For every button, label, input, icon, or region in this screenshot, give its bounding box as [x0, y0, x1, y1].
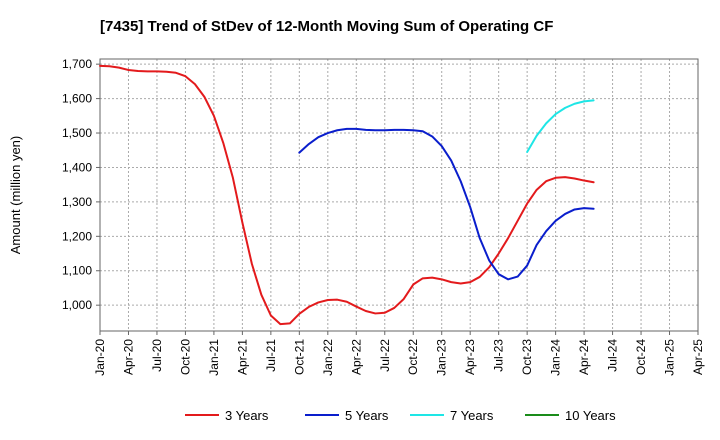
x-tick-label: Jul-23 [492, 339, 506, 372]
y-tick-label: 1,700 [62, 57, 92, 71]
x-tick-label: Apr-20 [121, 339, 135, 375]
x-tick-label: Jan-22 [321, 339, 335, 376]
x-tick-label: Jan-20 [93, 339, 107, 376]
x-tick-label: Jan-23 [435, 339, 449, 376]
x-tick-label: Jan-21 [207, 339, 221, 376]
x-tick-label: Oct-24 [634, 339, 648, 375]
x-tick-label: Apr-23 [463, 339, 477, 375]
grid [100, 59, 698, 331]
series-line-7-years [526, 99, 595, 153]
y-axis: 1,000 1,100 1,200 1,300 1,400 1,500 1,600 1,700 [62, 57, 100, 312]
y-tick-label: 1,500 [62, 126, 92, 140]
x-tick-label: Jan-24 [549, 339, 563, 376]
y-tick-label: 1,100 [62, 264, 92, 278]
x-tick-label: Oct-20 [178, 339, 192, 375]
y-tick-label: 1,400 [62, 160, 92, 174]
x-tick-label: Jul-24 [606, 339, 620, 372]
x-tick-label: Apr-25 [691, 339, 705, 375]
x-axis: Jan-20 Apr-20 Jul-20 Oct-20 Jan-21 Apr-21 Jul-… [93, 331, 705, 376]
x-tick-label: Apr-24 [577, 339, 591, 375]
x-tick-label: Jul-22 [378, 339, 392, 372]
y-tick-label: 1,200 [62, 229, 92, 243]
legend: 3 Years 5 Years 7 Years 10 Years [185, 408, 616, 423]
x-tick-label: Jul-20 [150, 339, 164, 372]
legend-label: 3 Years [225, 408, 269, 423]
x-tick-label: Jan-25 [663, 339, 677, 376]
legend-label: 10 Years [565, 408, 616, 423]
y-tick-label: 1,600 [62, 92, 92, 106]
series-line-3-years [99, 64, 595, 326]
y-axis-label: Amount (million yen) [8, 136, 23, 255]
x-tick-label: Oct-23 [520, 339, 534, 375]
x-tick-label: Oct-22 [406, 339, 420, 375]
series-line-5-years [298, 127, 595, 281]
y-tick-label: 1,000 [62, 298, 92, 312]
legend-label: 7 Years [450, 408, 494, 423]
legend-label: 5 Years [345, 408, 389, 423]
plot-area [99, 58, 699, 332]
x-tick-label: Oct-21 [292, 339, 306, 375]
x-tick-label: Apr-22 [349, 339, 363, 375]
y-tick-label: 1,300 [62, 195, 92, 209]
x-tick-label: Apr-21 [235, 339, 249, 375]
chart-title: [7435] Trend of StDev of 12-Month Moving… [100, 18, 553, 35]
x-tick-label: Jul-21 [264, 339, 278, 372]
series-lines [99, 64, 595, 326]
